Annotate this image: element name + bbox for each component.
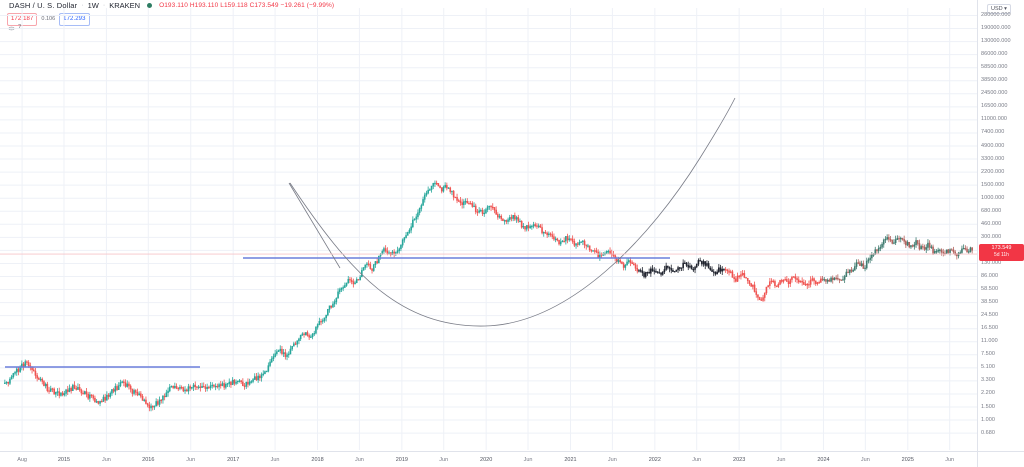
- exchange-label[interactable]: KRAKEN: [109, 1, 141, 10]
- time-axis[interactable]: Aug 2015 Jun 2016 Jun 2017 Jun 2018 Jun 2019 Jun 20…: [0, 451, 977, 467]
- time-tick-label: Jun: [860, 457, 870, 463]
- price-tick-label: 24500.000: [981, 90, 1008, 97]
- drawings[interactable]: [5, 97, 736, 368]
- price-tick-label: 1500.000: [981, 181, 1005, 188]
- spread-value: 0.106: [41, 16, 56, 22]
- symbol-title[interactable]: DASH / U. S. Dollar: [9, 1, 78, 10]
- chart-plot-area[interactable]: [0, 8, 977, 450]
- price-tick-label: 7400.000: [981, 129, 1005, 136]
- price-tick-label: 300.000: [981, 233, 1002, 240]
- time-tick-label: Jun: [186, 457, 196, 463]
- candles: [4, 180, 973, 412]
- price-tick-label: 7.500: [981, 351, 996, 358]
- price-tick-label: 130000.000: [981, 38, 1011, 45]
- price-tick-label: 58500.000: [981, 64, 1008, 71]
- time-tick-label: 2021: [564, 457, 577, 463]
- time-tick-label: 2025: [901, 457, 914, 463]
- timeframe-label[interactable]: 1W: [87, 1, 99, 10]
- price-tick-label: 16500.000: [981, 103, 1008, 110]
- price-tick-label: 680.000: [981, 207, 1002, 214]
- currency-selector[interactable]: USD ▾: [987, 4, 1011, 14]
- price-tick-label: 11.000: [981, 338, 998, 345]
- price-tick-label: 16.500: [981, 325, 999, 332]
- time-tick-label: Aug: [17, 457, 27, 463]
- time-tick-label: Jun: [101, 457, 111, 463]
- parabolic-curve[interactable]: [289, 97, 736, 327]
- price-tick-label: 58.500: [981, 286, 999, 293]
- price-tick-label: 38.500: [981, 299, 999, 306]
- time-tick-label: 2017: [227, 457, 240, 463]
- time-tick-label: Jun: [607, 457, 617, 463]
- price-tick-label: 1.500: [981, 403, 996, 410]
- time-tick-label: Jun: [439, 457, 449, 463]
- live-dot-icon: [147, 3, 153, 8]
- time-tick-label: 2020: [480, 457, 493, 463]
- time-tick-label: 2019: [395, 457, 408, 463]
- price-tick-label: 38500.000: [981, 77, 1008, 84]
- time-tick-label: 2018: [311, 457, 324, 463]
- time-tick-label: Jun: [354, 457, 364, 463]
- current-price-value: 173.549: [991, 245, 1012, 252]
- price-axis[interactable]: USD ▾ 280000.000 190000.000 130000.000 8600…: [977, 0, 1024, 451]
- price-tick-label: 11000.000: [981, 116, 1008, 123]
- header-separator-1: ·: [81, 2, 84, 9]
- chart-header: DASH / U. S. Dollar · 1W · KRAKEN O193.1…: [0, 0, 1024, 11]
- downtrend-line: [288, 182, 341, 269]
- price-tick-label: 190000.000: [981, 25, 1011, 32]
- price-tick-label: 86.000: [981, 273, 999, 279]
- time-tick-label: 2022: [648, 457, 661, 463]
- time-tick-label: Jun: [776, 457, 786, 463]
- indicator-legend-label: 7: [18, 25, 22, 31]
- price-tick-label: 3300.000: [981, 155, 1005, 162]
- price-tick-label: 4900.000: [981, 142, 1005, 149]
- time-tick-label: Jun: [270, 457, 280, 463]
- price-tick-label: 24.500: [981, 312, 999, 319]
- ask-price[interactable]: 172.293: [59, 13, 90, 26]
- time-tick-label: 2016: [142, 457, 155, 463]
- grid-lines: [0, 8, 977, 450]
- ohlc-values: O193.110 H193.110 L159.118 C173.549 −19.…: [159, 2, 335, 9]
- time-tick-label: 2015: [57, 457, 71, 463]
- header-separator-2: ·: [102, 2, 106, 9]
- price-tick-label: 2200.000: [981, 168, 1005, 175]
- price-tick-label: 3.300: [981, 377, 996, 384]
- price-tick-label: 1000.000: [981, 194, 1005, 201]
- time-tick-label: 2023: [733, 457, 746, 463]
- price-tick-label: 1.000: [981, 416, 996, 423]
- candlestick-svg: [0, 8, 977, 450]
- time-tick-label: Jun: [523, 457, 533, 463]
- price-tick-label: 130.000: [981, 259, 1002, 266]
- bar-countdown: 5d 11h: [994, 252, 1009, 259]
- price-tick-label: 5.100: [981, 364, 996, 371]
- price-tick-label: 86000.000: [981, 51, 1008, 58]
- price-tick-label: 0.680: [981, 429, 996, 436]
- price-tick-label: 460.000: [981, 220, 1002, 227]
- time-tick-label: 2024: [817, 457, 830, 463]
- price-tick-label: 2.200: [981, 390, 996, 397]
- time-tick-label: Jun: [945, 457, 955, 463]
- time-tick-label: Jun: [692, 457, 702, 463]
- current-price-badge: 173.549 5d 11h: [979, 244, 1024, 262]
- axis-corner: [977, 451, 1024, 467]
- price-tick-label: 280000.000: [981, 12, 1011, 18]
